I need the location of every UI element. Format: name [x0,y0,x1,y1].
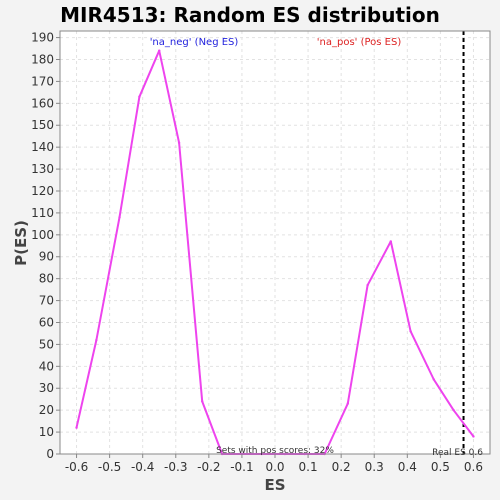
x-tick-label: 0.1 [299,460,318,474]
y-tick-label: 90 [39,250,54,264]
x-tick-label: 0.5 [431,460,450,474]
y-tick-label: 20 [39,403,54,417]
es-data-point [366,284,369,287]
grid-layer [60,31,490,455]
y-tick-label: 100 [31,228,54,242]
x-axis-title: ES [264,476,285,494]
es-data-point [409,330,412,333]
es-data-point [138,95,141,98]
x-tick-label: -0.1 [230,460,253,474]
x-tick-layer: -0.6 -0.5 -0.4 -0.3 -0.2 -0.1 0.0 0.1 0.2 0.3 0.4 0… [65,454,483,474]
es-data-point [158,49,161,52]
es-data-point [95,338,98,342]
x-tick-label: -0.3 [164,460,187,474]
y-tick-label: 80 [39,272,54,286]
y-tick-label: 140 [31,140,54,154]
y-axis-title: P(ES) [12,220,30,266]
es-data-point [201,400,204,403]
y-tick-label: 70 [39,294,54,308]
y-tick-layer: 0 10 20 30 40 50 60 70 80 90 100 110 120 130 140 150 160… [31,31,60,461]
y-tick-label: 160 [31,96,54,110]
y-tick-label: 150 [31,118,54,132]
y-tick-label: 190 [31,31,54,45]
es-data-point [432,378,435,381]
y-tick-label: 30 [39,381,54,395]
x-tick-label: -0.4 [131,460,154,474]
neg-es-label: 'na_neg' (Neg ES) [150,37,239,48]
es-data-point [389,240,392,243]
pos-scores-annotation: Sets with pos scores: 32% [216,446,334,456]
es-data-point [177,141,181,144]
x-tick-label: 0.3 [365,460,384,474]
real-es-annotation: Real ES 0.6 [432,448,483,458]
y-tick-label: 10 [39,425,54,439]
y-tick-label: 60 [39,315,54,329]
es-data-point [452,408,455,412]
es-data-point [75,426,78,429]
chart-title: MIR4513: Random ES distribution [60,3,440,27]
y-tick-label: 120 [31,184,54,198]
y-tick-label: 180 [31,52,54,66]
es-data-point [118,216,121,219]
es-data-point [346,402,349,405]
pos-es-label: 'na_pos' (Pos ES) [317,37,402,48]
y-tick-label: 110 [31,206,54,220]
x-tick-label: 0.0 [265,460,284,474]
x-tick-label: 0.2 [332,460,351,474]
x-tick-label: 0.6 [464,460,483,474]
x-tick-label: -0.6 [65,460,88,474]
y-tick-label: 0 [46,447,54,461]
y-tick-label: 130 [31,162,54,176]
x-tick-label: -0.2 [197,460,220,474]
x-tick-label: -0.5 [98,460,121,474]
y-tick-label: 50 [39,337,54,351]
y-tick-label: 170 [31,74,54,88]
y-tick-label: 40 [39,359,54,373]
es-data-point [472,435,475,438]
x-tick-label: 0.4 [398,460,417,474]
